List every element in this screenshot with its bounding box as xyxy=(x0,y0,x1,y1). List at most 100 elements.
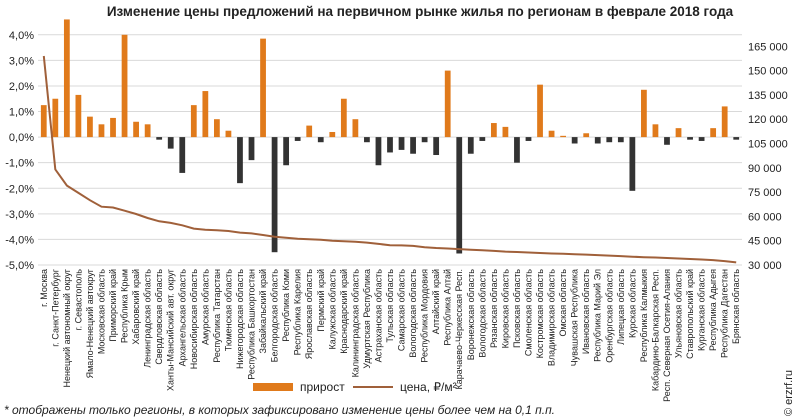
category-label: Ленинградская область xyxy=(143,269,153,368)
bar xyxy=(214,119,220,138)
category-label: Ханты-Мансийский авт. округ xyxy=(166,268,176,391)
category-label: Тюменская область xyxy=(223,269,233,352)
category-label: Приморский край xyxy=(108,269,118,342)
bar xyxy=(583,133,590,138)
y-right-tick-label: 45 000 xyxy=(748,236,782,248)
bar xyxy=(190,105,197,138)
category-label: Ивановская область xyxy=(581,269,591,354)
bar xyxy=(444,70,451,138)
category-label: Карачаево-Черкесская Респ. xyxy=(454,269,464,390)
bar xyxy=(721,106,728,138)
category-label: Брянская область xyxy=(731,269,741,344)
y-left-tick-label: 3,0% xyxy=(9,55,34,67)
category-label: Республика Коми xyxy=(281,269,291,342)
category-label: Омская область xyxy=(558,269,568,337)
category-label: Новосибирская область xyxy=(189,269,199,370)
category-label: Ярославская область xyxy=(304,269,314,360)
price-line xyxy=(42,55,737,264)
legend-label-growth: прирост xyxy=(300,380,345,394)
category-label: Республика Мордовия xyxy=(420,269,430,363)
category-label: Вологодская область xyxy=(477,269,487,358)
category-label: Республика Калмыкия xyxy=(639,269,649,362)
category-label: Кабардино-Балкарская Респ. xyxy=(650,269,660,391)
category-label: Псковская область xyxy=(512,269,522,348)
watermark: © erzrf.ru xyxy=(783,370,795,416)
bar xyxy=(283,137,290,166)
y-right-tick-label: 105 000 xyxy=(748,139,788,151)
legend-swatch-growth xyxy=(253,383,293,391)
category-label: Белгородская область xyxy=(270,269,280,363)
bar xyxy=(52,98,59,138)
bar xyxy=(456,137,463,254)
legend-label-price: цена, ₽/м² xyxy=(400,380,457,394)
category-label: Республика Адыгея xyxy=(708,269,718,351)
bar xyxy=(133,121,139,138)
bar xyxy=(617,137,624,143)
bar xyxy=(87,116,93,138)
bar xyxy=(306,125,313,138)
y-left-tick-label: -2,0% xyxy=(5,183,34,195)
bar xyxy=(479,137,486,141)
category-label: Московская область xyxy=(97,269,107,354)
category-label: Оренбургская область xyxy=(604,269,614,363)
bar xyxy=(63,19,70,138)
y-right-tick-label: 60 000 xyxy=(748,211,782,223)
bar xyxy=(675,128,682,138)
bar xyxy=(225,130,232,138)
bar xyxy=(294,137,301,141)
bar xyxy=(514,137,520,163)
bar xyxy=(75,94,82,138)
category-label: Краснодарский край xyxy=(339,269,349,354)
y-right-tick-label: 30 000 xyxy=(748,260,782,272)
bar xyxy=(329,131,336,138)
category-label: Удмуртская Республика xyxy=(362,269,372,369)
category-label: Республика Марий Эл xyxy=(593,269,603,362)
category-label: г. Санкт-Петербург xyxy=(50,268,60,346)
y-left-tick-label: -5,0% xyxy=(5,260,34,272)
y-left-tick-label: -3,0% xyxy=(5,209,34,221)
bar xyxy=(248,137,255,161)
y-left-tick-label: -1,0% xyxy=(5,158,34,170)
bar xyxy=(594,137,601,144)
bar xyxy=(571,137,578,144)
category-label: Свердловская область xyxy=(154,269,164,365)
category-label: Архангельская область xyxy=(177,269,187,367)
bar xyxy=(652,124,659,138)
y-left-tick-label: -4,0% xyxy=(5,234,34,246)
bar xyxy=(433,137,440,156)
y-left-tick-label: 1,0% xyxy=(9,107,34,119)
y-left-tick-label: 2,0% xyxy=(9,81,34,93)
bar xyxy=(641,89,647,138)
bar xyxy=(98,124,105,138)
category-label: Астраханская область xyxy=(374,269,384,363)
bar xyxy=(490,123,497,138)
category-label: Вологодская область xyxy=(408,269,418,358)
y-right-tick-label: 150 000 xyxy=(748,66,788,78)
bar xyxy=(202,91,209,138)
y-right-tick-label: 135 000 xyxy=(748,90,788,102)
bar xyxy=(144,124,151,138)
category-label: Республика Дагестан xyxy=(720,269,730,358)
bar xyxy=(467,137,474,154)
category-label: Ульяновская область xyxy=(674,269,684,358)
category-label: Забайкальский край xyxy=(258,269,268,353)
category-label: Кировская область xyxy=(500,269,510,349)
category-label: г. Москва xyxy=(39,269,49,307)
category-label: Республика Карелия xyxy=(293,269,303,355)
bar xyxy=(364,137,370,143)
bar xyxy=(237,137,243,184)
bar xyxy=(352,119,359,138)
category-label: Алтайский край xyxy=(431,269,441,334)
bar xyxy=(317,137,324,143)
category-label: Смоленская область xyxy=(524,269,534,356)
category-label: Ямало-Ненецкий автокруг xyxy=(85,268,95,378)
y-left-tick-label: 4,0% xyxy=(9,30,34,42)
category-label: Пермский край xyxy=(316,269,326,332)
bar xyxy=(375,137,382,166)
category-label: Костромская область xyxy=(535,269,545,359)
category-label: Хабаровский край xyxy=(131,269,141,345)
category-label: г. Севастополь xyxy=(73,269,83,331)
category-label: Нижегородская область xyxy=(235,269,245,369)
